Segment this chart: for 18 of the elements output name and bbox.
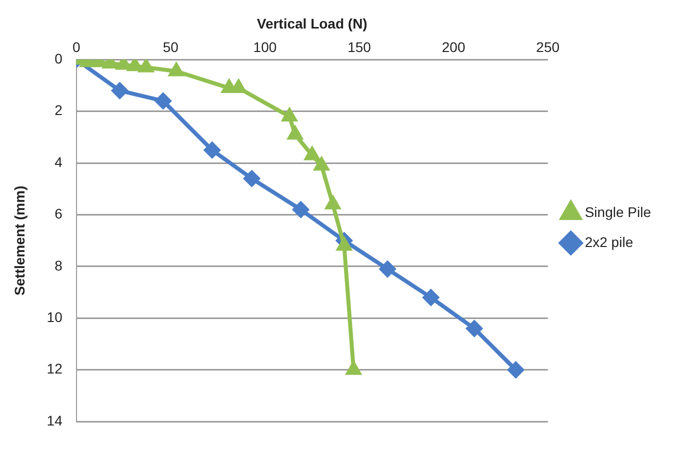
y-tick-label: 2 xyxy=(54,102,63,118)
y-tick-label: 6 xyxy=(54,206,63,222)
x-tick-label: 100 xyxy=(253,39,277,56)
legend-label: Single Pile xyxy=(584,204,652,220)
y-tick-label: 0 xyxy=(54,50,63,66)
x-tick-label: 200 xyxy=(442,39,466,56)
x-axis-title: Vertical Load (N) xyxy=(256,15,368,32)
x-tick-label: 150 xyxy=(348,39,372,56)
x-tick-label: 0 xyxy=(72,39,80,56)
x-tick-label: 50 xyxy=(162,39,179,56)
x-tick-label: 250 xyxy=(536,39,560,56)
y-tick-label: 14 xyxy=(46,412,63,428)
y-tick-label: 12 xyxy=(46,360,63,377)
y-tick-label: 8 xyxy=(54,257,63,274)
y-axis-title: Settlement (mm) xyxy=(11,186,28,296)
legend-label: 2x2 pile xyxy=(584,234,634,250)
y-tick-label: 4 xyxy=(54,154,63,170)
y-tick-label: 10 xyxy=(46,309,63,326)
